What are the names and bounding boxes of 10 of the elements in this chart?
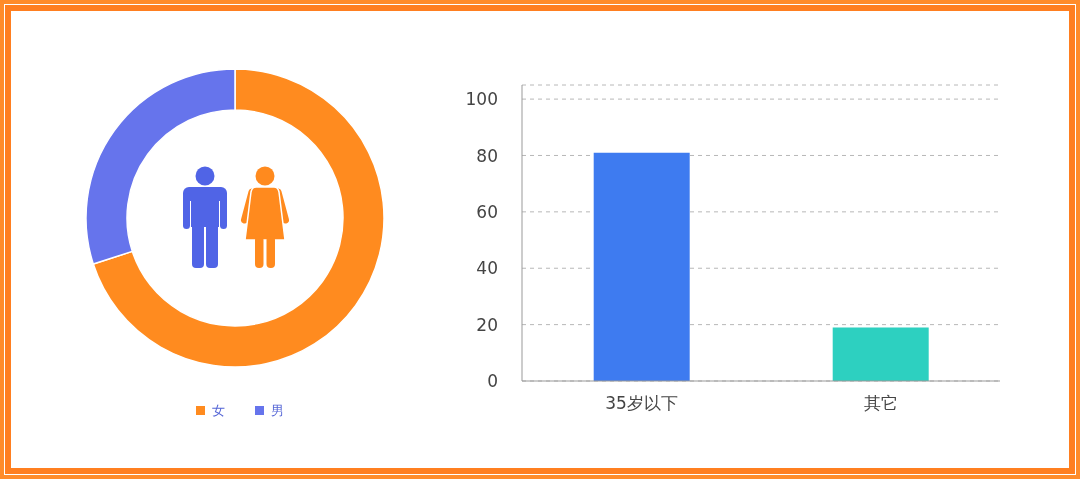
- legend-label: 男: [271, 403, 284, 418]
- y-tick-label: 100: [465, 89, 498, 110]
- y-tick-label: 60: [476, 201, 498, 222]
- y-tick-label: 40: [476, 258, 498, 279]
- x-tick-label: 其它: [863, 393, 898, 414]
- y-tick-label: 20: [476, 314, 498, 335]
- x-tick-label: 35岁以下: [605, 393, 678, 414]
- legend-label: 女: [212, 403, 225, 418]
- y-tick-label: 80: [476, 145, 498, 166]
- y-tick-label: 0: [487, 371, 498, 392]
